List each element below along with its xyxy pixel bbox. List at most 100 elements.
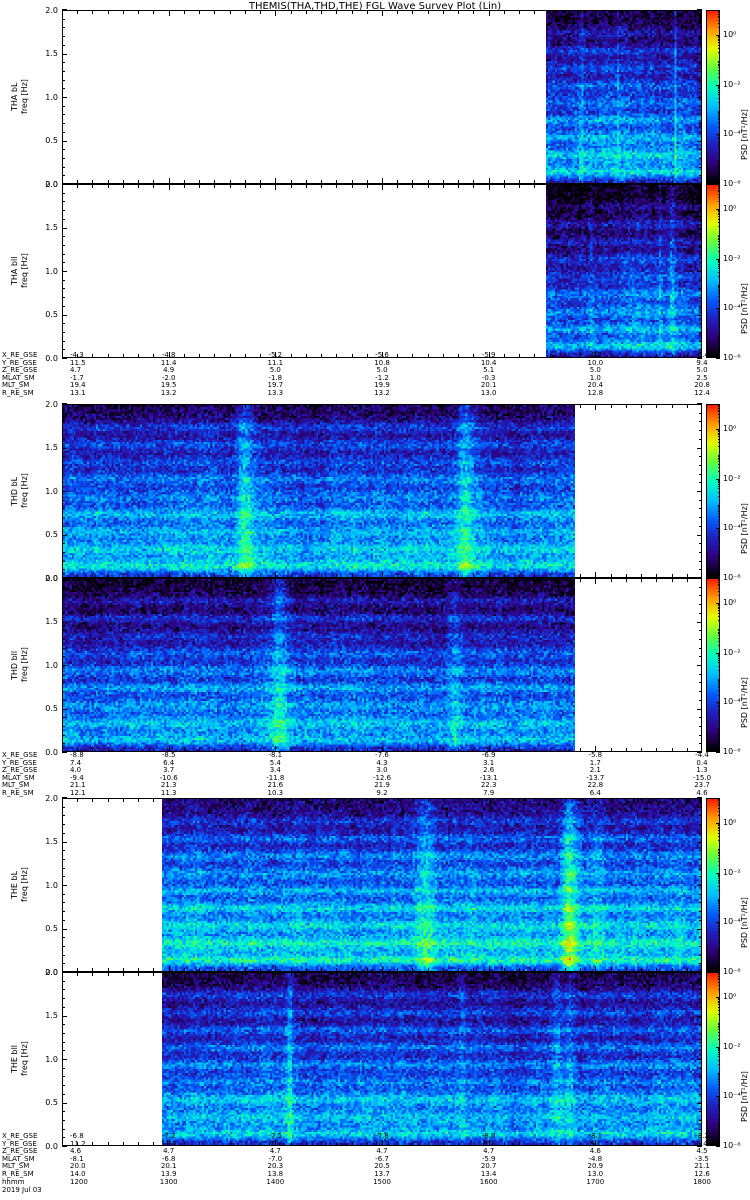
y-axis-minor-tick	[62, 305, 65, 307]
axis-annotation-row-label: MLAT_SM	[2, 373, 35, 382]
axis-annotation-value: 3.7	[163, 766, 175, 775]
axis-annotation-value: 1200	[70, 1177, 88, 1186]
x-axis-minor-tick	[641, 972, 643, 976]
x-axis-minor-tick	[656, 968, 658, 972]
x-axis-minor-tick	[244, 972, 246, 976]
colorbar-minor-tick	[718, 984, 720, 986]
axis-annotation-value: 4.7	[376, 1147, 388, 1156]
colorbar-minor-tick	[718, 1031, 720, 1033]
colorbar-minor-tick	[718, 482, 720, 484]
x-axis-tick-mark	[62, 352, 63, 358]
x-axis-minor-tick	[641, 184, 643, 188]
x-axis-tick-mark	[595, 578, 597, 584]
y-axis-tick-mark	[697, 797, 702, 798]
x-axis-minor-tick	[671, 574, 673, 578]
colorbar-minor-tick	[718, 960, 720, 962]
y-axis-minor-tick	[699, 157, 702, 159]
y-axis-minor-tick	[62, 262, 65, 264]
x-axis-tick-mark	[275, 972, 277, 978]
x-axis-minor-tick	[564, 404, 566, 408]
axis-annotation-value: -8.5	[161, 751, 176, 759]
colorbar-tick-mark	[716, 652, 720, 654]
x-axis-minor-tick	[442, 972, 444, 976]
y-axis-tick-mark	[697, 403, 702, 404]
y-axis-minor-tick	[62, 236, 65, 238]
y-axis-tick-mark	[697, 53, 702, 55]
y-axis-tick-label: 1.5	[45, 837, 58, 846]
axis-annotation-value: -5.6	[375, 351, 389, 359]
x-axis-minor-tick	[153, 180, 155, 184]
x-axis-minor-tick	[610, 10, 612, 14]
x-axis-minor-tick	[625, 968, 627, 972]
x-axis-tick-mark	[62, 1140, 63, 1146]
colorbar-minor-tick	[718, 1073, 720, 1075]
x-axis-minor-tick	[412, 180, 414, 184]
colorbar-minor-tick	[718, 810, 720, 812]
y-axis-tick-mark	[62, 1146, 67, 1147]
x-axis-minor-tick	[671, 968, 673, 972]
x-axis-minor-tick	[534, 404, 536, 408]
x-axis-tick-mark	[488, 572, 490, 578]
axis-annotation-value: 4.6	[70, 1147, 82, 1156]
colorbar-tick-mark	[716, 358, 720, 359]
colorbar-tick-mark	[716, 84, 720, 86]
colorbar-minor-tick	[718, 932, 720, 934]
x-axis-minor-tick	[610, 968, 612, 972]
x-axis-minor-tick	[122, 180, 124, 184]
x-axis-tick-mark	[701, 184, 702, 190]
colorbar-axis-label: PSD [nT²/Hz]	[740, 677, 749, 728]
axis-annotation-row-label: Y_RE_GSE	[2, 1139, 37, 1148]
y-axis-minor-tick	[62, 638, 65, 640]
colorbar-minor-tick	[718, 144, 720, 146]
y-axis-minor-tick	[62, 937, 65, 939]
x-axis-minor-tick	[610, 798, 612, 802]
x-axis-minor-tick	[473, 748, 475, 752]
y-axis-minor-tick	[62, 682, 65, 684]
x-axis-minor-tick	[366, 180, 368, 184]
x-axis-tick-mark	[168, 578, 170, 584]
y-axis-minor-tick	[62, 1006, 65, 1008]
colorbar-minor-tick	[718, 803, 720, 805]
y-axis-minor-tick	[62, 1128, 65, 1130]
x-axis-minor-tick	[671, 798, 673, 802]
colorbar-minor-tick	[718, 902, 720, 904]
colorbar-minor-tick	[718, 1072, 720, 1074]
colorbar-minor-tick	[718, 914, 720, 916]
axis-annotation-value: -6.8	[161, 1154, 176, 1163]
x-axis-minor-tick	[229, 574, 231, 578]
axis-annotation-value: 20.0	[70, 1162, 86, 1171]
colorbar-minor-tick	[718, 13, 720, 15]
x-axis-minor-tick	[534, 972, 536, 976]
y-axis-minor-tick	[62, 279, 65, 281]
colorbar-tick-mark	[716, 308, 720, 310]
x-axis-minor-tick	[92, 574, 94, 578]
y-axis-minor-tick	[699, 349, 702, 351]
axis-annotation-value: 20.4	[587, 381, 604, 390]
y-axis-tick-label: 2.0	[45, 573, 58, 583]
y-axis-tick-label: 0.0	[45, 1141, 58, 1151]
y-axis-minor-tick	[699, 218, 702, 220]
colorbar-minor-tick	[718, 201, 720, 203]
x-axis-minor-tick	[153, 1142, 155, 1146]
colorbar-minor-tick	[718, 510, 720, 512]
x-axis-minor-tick	[122, 354, 124, 358]
y-axis-label: freq [Hz]	[20, 79, 29, 115]
colorbar-minor-tick	[718, 63, 720, 65]
colorbar-minor-tick	[718, 471, 720, 473]
x-axis-minor-tick	[427, 578, 429, 582]
axis-annotation-value: 5.4	[269, 758, 281, 767]
y-axis-tick-label: 1.0	[45, 266, 58, 276]
colorbar-minor-tick	[718, 1027, 720, 1029]
colorbar-minor-tick	[718, 446, 720, 448]
x-axis-minor-tick	[503, 578, 505, 582]
axis-annotation-value: 4.7	[483, 1147, 495, 1156]
y-axis-tick-mark	[697, 885, 702, 886]
y-axis-minor-tick	[699, 525, 702, 527]
axis-annotation-value: 2.5	[696, 373, 708, 382]
y-axis-minor-tick	[699, 1076, 702, 1078]
colorbar-minor-tick	[718, 114, 720, 116]
x-axis-minor-tick	[77, 404, 79, 408]
x-axis-minor-tick	[534, 180, 536, 184]
colorbar-minor-tick	[718, 734, 720, 736]
x-axis-tick-mark	[701, 572, 702, 578]
